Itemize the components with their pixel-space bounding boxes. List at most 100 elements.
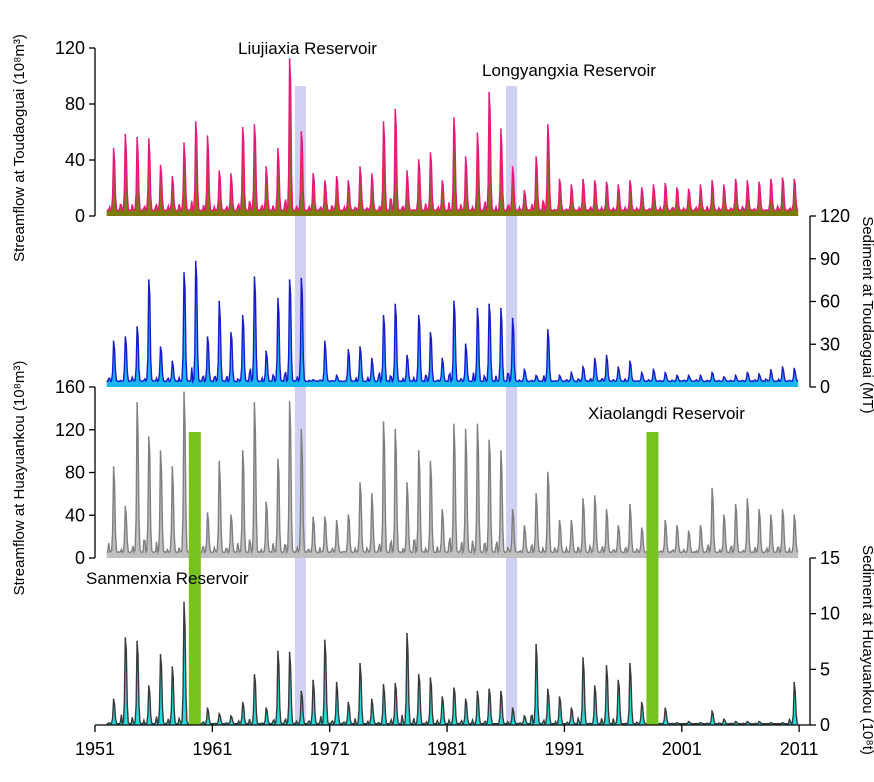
- y-tick-label-streamflow-huayuankou: 160: [55, 377, 85, 397]
- y-tick-label-sediment-toudaoguai: 0: [820, 377, 830, 397]
- peak-point-sediment-huayuankou: [265, 707, 267, 710]
- peak-point-streamflow-toudaoguai: [605, 181, 608, 184]
- peak-point-sediment-huayuankou: [206, 707, 209, 710]
- peak-point-sediment-toudaoguai: [335, 374, 338, 377]
- peak-point-streamflow-toudaoguai: [429, 152, 432, 154]
- peak-point-sediment-toudaoguai: [546, 329, 549, 331]
- peak-point-sediment-huayuankou: [159, 654, 162, 656]
- peak-point-streamflow-huayuankou: [605, 509, 608, 511]
- peak-point-sediment-toudaoguai: [464, 343, 467, 346]
- peak-point-streamflow-huayuankou: [441, 509, 444, 511]
- peak-point-sediment-huayuankou: [734, 720, 737, 723]
- peak-point-streamflow-toudaoguai: [230, 173, 232, 175]
- reservoir-band-liujiaxia: [294, 86, 306, 725]
- peak-point-streamflow-toudaoguai: [417, 159, 420, 161]
- peak-point-sediment-toudaoguai: [441, 357, 444, 360]
- peak-point-streamflow-huayuankou: [159, 450, 162, 452]
- peak-point-streamflow-toudaoguai: [112, 147, 115, 150]
- peak-point-sediment-toudaoguai: [781, 366, 784, 368]
- peak-point-sediment-huayuankou: [136, 640, 139, 643]
- peak-point-sediment-toudaoguai: [323, 340, 326, 343]
- y-tick-label-sediment-huayuankou: 5: [820, 659, 830, 679]
- peak-point-streamflow-toudaoguai: [347, 180, 350, 182]
- peak-point-sediment-toudaoguai: [500, 307, 502, 310]
- peak-point-streamflow-toudaoguai: [500, 128, 502, 131]
- peak-point-sediment-huayuankou: [183, 601, 185, 604]
- peak-point-streamflow-toudaoguai: [570, 184, 573, 187]
- series-line-sediment-toudaoguai: [106, 261, 799, 385]
- peak-point-streamflow-toudaoguai: [476, 132, 479, 135]
- peak-point-streamflow-toudaoguai: [370, 173, 373, 175]
- peak-point-sediment-toudaoguai: [394, 303, 397, 306]
- axes: 0 40 80 120 0 30 60 90 120 0 40 80 120 160 0 5 10 15 1951 1…: [55, 38, 850, 759]
- peak-point-sediment-toudaoguai: [758, 373, 760, 376]
- peak-point-sediment-toudaoguai: [523, 369, 526, 371]
- peak-point-streamflow-toudaoguai: [629, 180, 631, 182]
- y-tick-label-streamflow-toudaoguai: 0: [75, 206, 85, 226]
- peak-point-streamflow-toudaoguai: [253, 124, 256, 126]
- peak-point-sediment-huayuankou: [417, 674, 420, 676]
- peak-point-streamflow-huayuankou: [417, 450, 420, 452]
- peak-point-streamflow-huayuankou: [699, 525, 702, 527]
- peak-point-streamflow-huayuankou: [183, 391, 185, 394]
- peak-point-streamflow-toudaoguai: [453, 117, 455, 119]
- x-tick-label: 1981: [427, 739, 467, 759]
- peak-point-sediment-toudaoguai: [300, 277, 303, 280]
- peak-point-streamflow-toudaoguai: [359, 166, 361, 168]
- peak-point-streamflow-huayuankou: [453, 423, 455, 426]
- peak-point-sediment-toudaoguai: [535, 374, 537, 377]
- peak-point-sediment-toudaoguai: [241, 314, 244, 317]
- peak-point-sediment-huayuankou: [406, 632, 408, 635]
- peak-point-sediment-huayuankou: [629, 662, 631, 665]
- peak-point-sediment-huayuankou: [441, 696, 444, 699]
- peak-point-streamflow-toudaoguai: [535, 156, 537, 159]
- peak-point-sediment-toudaoguai: [558, 374, 561, 377]
- y-tick-label-sediment-toudaoguai: 90: [820, 249, 840, 269]
- y-tick-label-streamflow-toudaoguai: 40: [65, 150, 85, 170]
- peak-point-streamflow-toudaoguai: [206, 135, 209, 138]
- peak-point-streamflow-toudaoguai: [406, 170, 408, 173]
- peak-point-streamflow-huayuankou: [112, 466, 115, 469]
- peak-point-streamflow-huayuankou: [734, 503, 737, 506]
- peak-point-streamflow-huayuankou: [793, 514, 796, 517]
- x-tick-label: 2001: [662, 739, 702, 759]
- peak-point-streamflow-toudaoguai: [582, 178, 584, 181]
- peak-point-sediment-huayuankou: [699, 721, 702, 724]
- peak-point-sediment-huayuankou: [171, 666, 174, 668]
- peak-point-streamflow-toudaoguai: [546, 124, 549, 126]
- peak-point-streamflow-toudaoguai: [699, 184, 702, 187]
- annotation-liujiaxia: Liujiaxia Reservoir: [238, 39, 377, 58]
- x-tick-label: 1961: [192, 739, 232, 759]
- peak-point-streamflow-toudaoguai: [758, 181, 760, 184]
- peak-point-sediment-toudaoguai: [147, 279, 150, 281]
- peak-point-sediment-huayuankou: [722, 718, 725, 721]
- peak-point-sediment-toudaoguai: [699, 374, 702, 377]
- peak-point-streamflow-toudaoguai: [687, 188, 690, 191]
- y-tick-label-sediment-toudaoguai: 30: [820, 334, 840, 354]
- peak-point-sediment-toudaoguai: [159, 346, 162, 348]
- peak-point-streamflow-huayuankou: [676, 525, 678, 527]
- peak-point-streamflow-huayuankou: [359, 482, 361, 485]
- reservoir-bands: [294, 86, 518, 725]
- peak-point-streamflow-toudaoguai: [652, 184, 655, 187]
- peak-point-streamflow-toudaoguai: [241, 126, 244, 129]
- peak-point-sediment-toudaoguai: [769, 369, 772, 371]
- peak-point-sediment-huayuankou: [488, 688, 490, 691]
- peak-point-streamflow-huayuankou: [288, 401, 291, 403]
- peak-point-streamflow-toudaoguai: [159, 164, 162, 167]
- annotation-sanmenxia: Sanmenxia Reservoir: [86, 569, 249, 588]
- peak-point-sediment-huayuankou: [370, 698, 373, 701]
- y-tick-label-sediment-toudaoguai: 120: [820, 206, 850, 226]
- peak-point-streamflow-toudaoguai: [124, 133, 127, 136]
- peak-point-streamflow-toudaoguai: [711, 180, 713, 182]
- peak-point-streamflow-toudaoguai: [676, 187, 678, 189]
- peak-point-streamflow-toudaoguai: [593, 180, 596, 182]
- peak-point-sediment-huayuankou: [687, 720, 690, 723]
- peak-point-sediment-toudaoguai: [112, 340, 115, 343]
- y-tick-label-streamflow-toudaoguai: 80: [65, 94, 85, 114]
- peak-point-streamflow-huayuankou: [769, 514, 772, 517]
- peak-point-streamflow-huayuankou: [781, 509, 784, 511]
- peak-point-streamflow-toudaoguai: [335, 175, 338, 178]
- x-tick-label: 1991: [544, 739, 584, 759]
- peak-point-sediment-huayuankou: [605, 665, 608, 667]
